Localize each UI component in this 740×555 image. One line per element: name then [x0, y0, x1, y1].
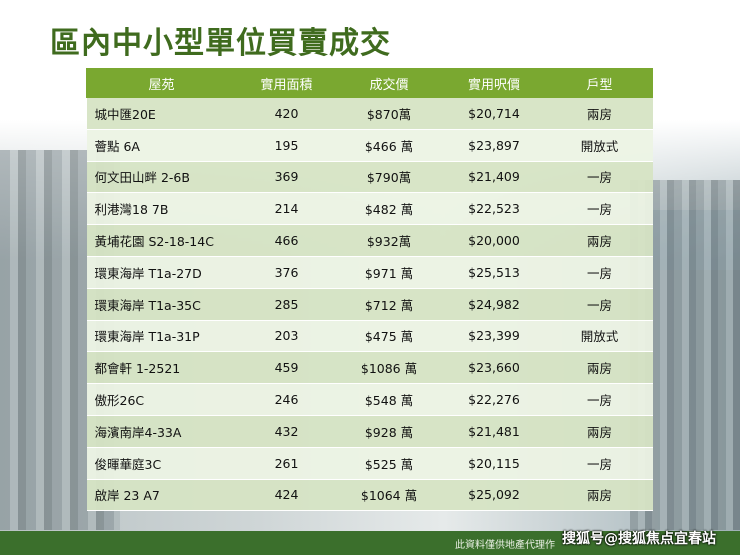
cell-area: 369: [236, 161, 337, 194]
table-row: 啟岸 23 A7 424 $1064 萬 $25,092 兩房: [86, 479, 653, 512]
cell-estate: 城中匯20E: [86, 97, 237, 130]
cell-price-per-sqft: $20,714: [441, 97, 547, 130]
cell-area: 376: [236, 256, 337, 289]
cell-unit-type: 一房: [546, 192, 653, 226]
cell-estate: 何文田山畔 2-6B: [86, 161, 237, 194]
cell-area: 285: [236, 288, 337, 321]
cell-estate: 都會軒 1-2521: [86, 351, 237, 385]
cell-area: 261: [236, 447, 337, 480]
cell-unit-type: 一房: [546, 288, 653, 321]
table-row: 環東海岸 T1a-31P 203 $475 萬 $23,399 開放式: [86, 320, 653, 353]
cell-price-per-sqft: $24,982: [441, 288, 547, 321]
cell-price: $525 萬: [336, 447, 442, 480]
cell-price: $712 萬: [336, 288, 442, 321]
cell-price: $475 萬: [336, 320, 442, 353]
cell-estate: 環東海岸 T1a-27D: [86, 256, 237, 289]
cell-price: $1086 萬: [336, 351, 442, 385]
cell-price-per-sqft: $21,481: [441, 415, 547, 448]
cell-area: 203: [236, 320, 337, 353]
cell-estate: 傲形26C: [86, 383, 237, 416]
cell-unit-type: 兩房: [546, 415, 653, 448]
cell-unit-type: 一房: [546, 256, 653, 289]
cell-unit-type: 一房: [546, 383, 653, 416]
cell-area: 459: [236, 351, 337, 385]
cell-unit-type: 兩房: [546, 97, 653, 130]
cell-estate: 啟岸 23 A7: [86, 479, 237, 512]
cell-estate: 薈點 6A: [86, 129, 237, 162]
header-price: 成交價: [336, 68, 442, 98]
footer-note: 此資料僅供地產代理作: [455, 540, 555, 551]
cell-area: 466: [236, 224, 337, 257]
cell-price-per-sqft: $21,409: [441, 161, 547, 194]
page-title: 區內中小型單位買賣成交: [50, 26, 391, 61]
cell-price-per-sqft: $23,897: [441, 129, 547, 162]
cell-price: $466 萬: [336, 129, 442, 162]
table-row: 海濱南岸4-33A 432 $928 萬 $21,481 兩房: [86, 415, 653, 448]
cell-area: 420: [236, 97, 337, 130]
transactions-table: 屋苑 實用面積 成交價 實用呎價 戶型 城中匯20E 420 $870萬 $20,71…: [86, 68, 653, 512]
cell-estate: 環東海岸 T1a-31P: [86, 320, 237, 353]
cell-unit-type: 一房: [546, 447, 653, 480]
table-row: 城中匯20E 420 $870萬 $20,714 兩房: [86, 97, 653, 130]
cell-unit-type: 開放式: [546, 320, 653, 353]
table-row: 何文田山畔 2-6B 369 $790萬 $21,409 一房: [86, 161, 653, 194]
cell-estate: 環東海岸 T1a-35C: [86, 288, 237, 321]
table-row: 利港灣18 7B 214 $482 萬 $22,523 一房: [86, 192, 653, 226]
header-saleable-area: 實用面積: [236, 68, 337, 98]
header-price-per-sqft: 實用呎價: [441, 68, 547, 98]
cell-area: 214: [236, 192, 337, 226]
footer-bar: [0, 531, 740, 555]
cell-price-per-sqft: $22,523: [441, 192, 547, 226]
cell-unit-type: 兩房: [546, 224, 653, 257]
cell-price-per-sqft: $25,513: [441, 256, 547, 289]
table-row: 黃埔花園 S2-18-14C 466 $932萬 $20,000 兩房: [86, 224, 653, 257]
cell-price-per-sqft: $23,660: [441, 351, 547, 385]
cell-price-per-sqft: $22,276: [441, 383, 547, 416]
cell-price: $1064 萬: [336, 479, 442, 512]
table-row: 傲形26C 246 $548 萬 $22,276 一房: [86, 383, 653, 416]
cell-price: $790萬: [336, 161, 442, 194]
table-body: 城中匯20E 420 $870萬 $20,714 兩房 薈點 6A 195 $466 萬 $23…: [86, 97, 653, 512]
cell-price-per-sqft: $20,115: [441, 447, 547, 480]
cell-unit-type: 兩房: [546, 479, 653, 512]
cell-price: $548 萬: [336, 383, 442, 416]
cell-area: 424: [236, 479, 337, 512]
cell-estate: 海濱南岸4-33A: [86, 415, 237, 448]
header-unit-type: 戶型: [546, 68, 653, 98]
cell-price: $971 萬: [336, 256, 442, 289]
cell-unit-type: 一房: [546, 161, 653, 194]
cell-price: $932萬: [336, 224, 442, 257]
cell-estate: 俊暉華庭3C: [86, 447, 237, 480]
cell-area: 246: [236, 383, 337, 416]
cell-area: 195: [236, 129, 337, 162]
table-row: 環東海岸 T1a-27D 376 $971 萬 $25,513 一房: [86, 256, 653, 289]
cell-estate: 黃埔花園 S2-18-14C: [86, 224, 237, 257]
cell-price-per-sqft: $23,399: [441, 320, 547, 353]
cell-estate: 利港灣18 7B: [86, 192, 237, 226]
cell-price: $482 萬: [336, 192, 442, 226]
cell-price-per-sqft: $25,092: [441, 479, 547, 512]
table-header-row: 屋苑 實用面積 成交價 實用呎價 戶型: [86, 68, 653, 98]
cell-price: $870萬: [336, 97, 442, 130]
header-estate: 屋苑: [86, 68, 237, 98]
table-row: 俊暉華庭3C 261 $525 萬 $20,115 一房: [86, 447, 653, 480]
cell-unit-type: 兩房: [546, 351, 653, 385]
cell-price-per-sqft: $20,000: [441, 224, 547, 257]
table-row: 都會軒 1-2521 459 $1086 萬 $23,660 兩房: [86, 351, 653, 385]
table-row: 環東海岸 T1a-35C 285 $712 萬 $24,982 一房: [86, 288, 653, 321]
cell-area: 432: [236, 415, 337, 448]
watermark: 搜狐号@搜狐焦点宜春站: [562, 531, 716, 547]
table-row: 薈點 6A 195 $466 萬 $23,897 開放式: [86, 129, 653, 162]
cell-price: $928 萬: [336, 415, 442, 448]
cell-unit-type: 開放式: [546, 129, 653, 162]
